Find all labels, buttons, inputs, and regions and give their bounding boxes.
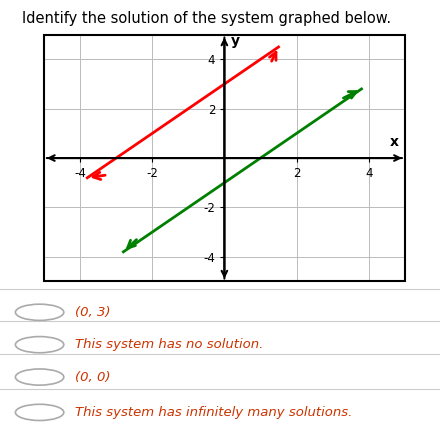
Text: Identify the solution of the system graphed below.: Identify the solution of the system grap… [22,11,391,26]
Text: (0, 3): (0, 3) [75,306,110,319]
Text: y: y [231,34,240,48]
Text: This system has infinitely many solutions.: This system has infinitely many solution… [75,406,352,419]
Text: This system has no solution.: This system has no solution. [75,338,263,351]
Text: x: x [389,136,399,149]
Text: (0, 0): (0, 0) [75,371,110,384]
